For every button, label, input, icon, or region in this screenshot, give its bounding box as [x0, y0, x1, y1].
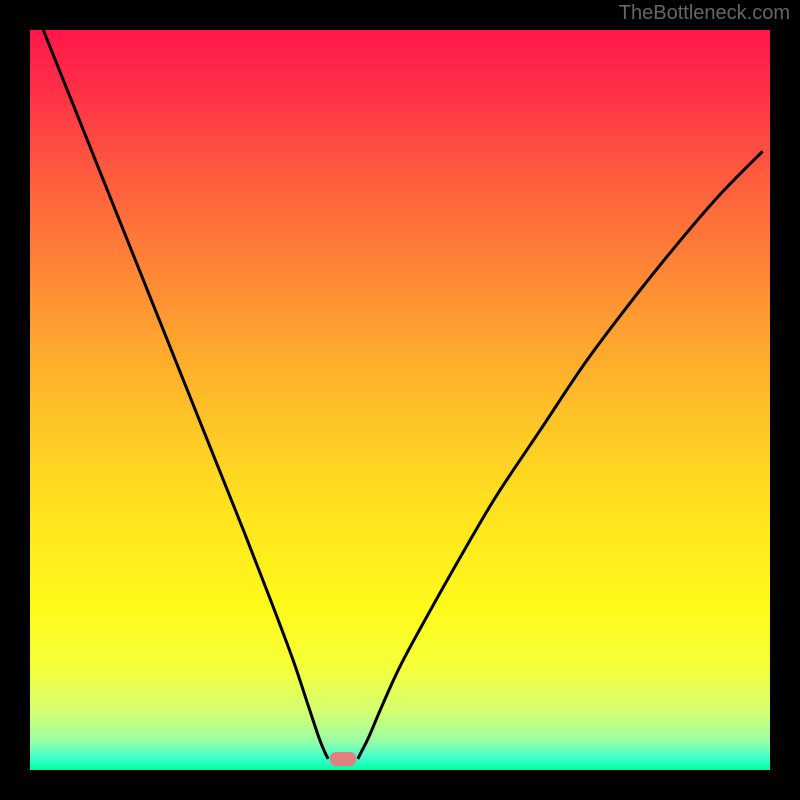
watermark-text: TheBottleneck.com: [619, 2, 790, 25]
minimum-marker: [330, 752, 356, 766]
chart-svg: [30, 30, 770, 770]
plot-area: [30, 30, 770, 770]
gradient-background: [30, 30, 770, 770]
